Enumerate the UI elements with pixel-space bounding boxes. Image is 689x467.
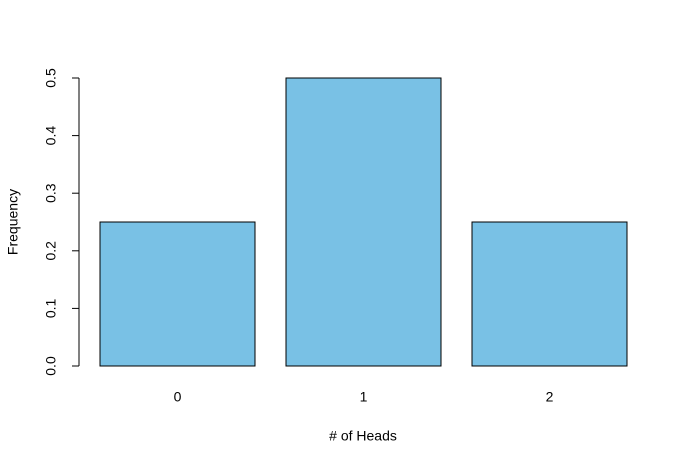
y-tick-label: 0.2: [43, 241, 59, 261]
x-tick-label: 0: [174, 389, 182, 405]
y-tick-label: 0.0: [43, 356, 59, 376]
y-tick-label: 0.5: [43, 68, 59, 88]
bar: [471, 221, 628, 367]
bar: [285, 77, 442, 367]
x-tick-label: 1: [360, 389, 368, 405]
x-tick-label: 2: [546, 389, 554, 405]
y-tick-label: 0.3: [43, 183, 59, 203]
bar: [99, 221, 256, 367]
y-tick-label: 0.1: [43, 298, 59, 318]
x-axis-label: # of Heads: [329, 428, 397, 444]
y-tick-label: 0.4: [43, 126, 59, 146]
y-axis-label: Frequency: [5, 189, 21, 255]
